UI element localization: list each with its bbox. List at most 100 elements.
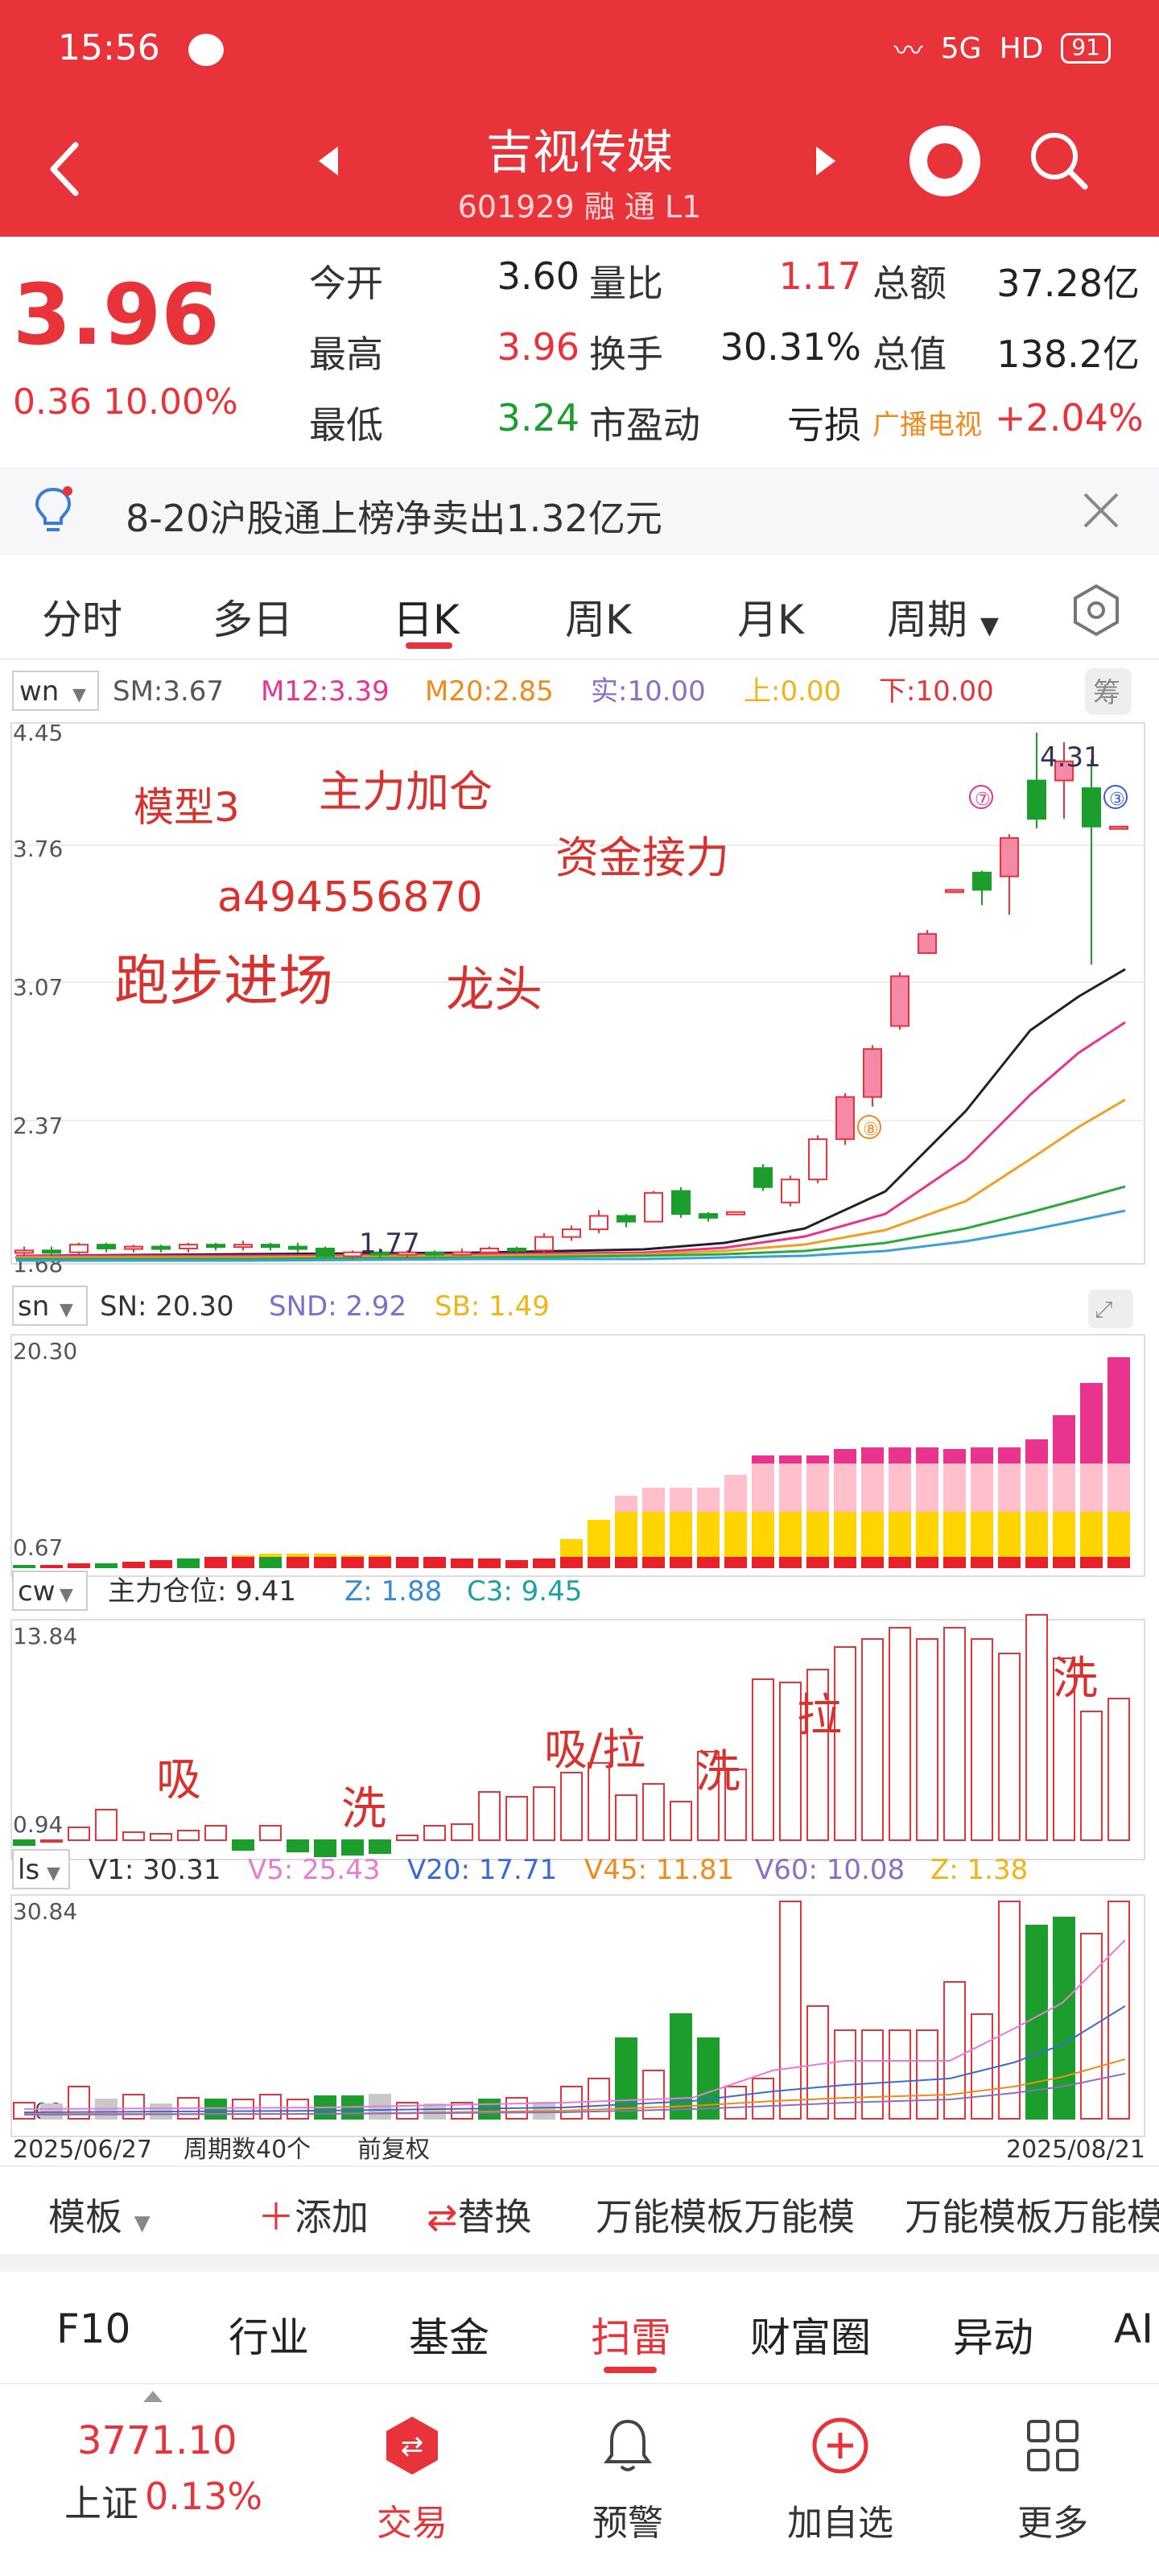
hd-label: HD (999, 31, 1044, 65)
cw-bar (1025, 1614, 1048, 1841)
back-icon[interactable] (43, 137, 92, 201)
volume-bar (889, 2029, 911, 2120)
cw-bar (259, 1825, 282, 1841)
change-value: 0.36 (13, 382, 92, 423)
ls-line-v60 (23, 2073, 1126, 2116)
subnav-fund[interactable]: 基金 (409, 2314, 489, 2361)
add-circle-icon (812, 2417, 868, 2474)
index-name[interactable]: 上证 (64, 2482, 138, 2525)
subnav-f10[interactable]: F10 (56, 2306, 131, 2352)
sn-bar (1080, 1383, 1103, 1463)
tab-period[interactable]: 周期 ▼ (887, 588, 999, 646)
subnav-industry[interactable]: 行业 (229, 2314, 309, 2361)
subnav-risk-scan[interactable]: 扫雷 (591, 2314, 671, 2361)
quote-panel: 3.96 0.36 10.00% 今开 3.60 量比 1.17 总额 37.2… (0, 237, 1159, 462)
settings-hex-icon[interactable] (1067, 581, 1125, 639)
date-end: 2025/08/21 (1006, 2136, 1145, 2164)
cw-bar (478, 1791, 501, 1841)
legend-sb: SB: 1.49 (435, 1290, 550, 1323)
mascot-icon[interactable] (909, 126, 980, 196)
volume-bar (670, 2013, 692, 2120)
sn-panel-frame (10, 1334, 1145, 1577)
sn-bar (642, 1557, 665, 1568)
cw-annotation: 拉 (797, 1690, 842, 1742)
tab-daily-k[interactable]: 日K (393, 597, 460, 643)
replace-icon: ⇄ (427, 2195, 458, 2239)
candle (1027, 779, 1046, 820)
replace-label: 替换 (457, 2195, 532, 2239)
volume-bar (834, 2029, 856, 2120)
cw-bar (122, 1831, 145, 1841)
legend-position: 主力仓位: 9.41 (108, 1575, 296, 1608)
indicator-toolbar: 模板 ▼ ＋添加 ⇄替换 万能模板万能模 万能模板万能模 (0, 2165, 1159, 2254)
tab-intraday[interactable]: 分时 (42, 597, 122, 643)
prev-stock-icon[interactable] (319, 147, 338, 175)
expand-icon (1088, 1290, 1133, 1328)
cw-bar (68, 1827, 90, 1841)
selector-box (12, 1286, 88, 1326)
candle (507, 1247, 526, 1252)
candle (179, 1244, 198, 1249)
news-text[interactable]: 8-20沪股通上榜净卖出1.32亿元 (126, 497, 662, 540)
add-button[interactable]: ＋添加 (258, 2188, 369, 2241)
legend-v45: V45: 11.81 (584, 1854, 734, 1886)
close-icon[interactable] (1077, 486, 1125, 535)
subnav-wealth-circle[interactable]: 财富圈 (750, 2314, 871, 2361)
volume-bar (697, 2037, 720, 2120)
legend-sm: SM:3.67 (113, 675, 224, 708)
cw-bar (998, 1653, 1021, 1841)
replace-button[interactable]: ⇄替换 (427, 2188, 532, 2241)
date-start: 2025/06/27 (13, 2136, 152, 2164)
subnav-ai[interactable]: AI (1114, 2306, 1153, 2352)
candle (726, 1211, 745, 1216)
expand-up-icon[interactable] (143, 2391, 163, 2402)
title-bar: 吉视传媒 601929 融 通 L1 (0, 97, 1159, 237)
sn-bar (752, 1463, 774, 1512)
ls-line-v5 (23, 1939, 1126, 2110)
chevron-down-icon: ▼ (60, 1300, 73, 1320)
sn-bar (232, 1555, 254, 1557)
volume-bar (13, 2102, 35, 2120)
chip-button (1085, 668, 1132, 715)
plus-icon: ＋ (258, 2195, 295, 2239)
y-label: 4.45 (13, 720, 63, 746)
sn-bar (259, 1554, 282, 1557)
sn-bar (998, 1463, 1021, 1512)
tab-weekly-k[interactable]: 周K (565, 597, 632, 643)
sn-bar (752, 1557, 774, 1568)
ls-bars-group (13, 1901, 1130, 2120)
sn-bar (341, 1557, 364, 1568)
bottom-nav: 3771.10 上证 0.13% ⇄ 交易 预警 加自选 更多 (0, 2384, 1159, 2576)
index-value[interactable]: 3771.10 (77, 2418, 237, 2463)
chip-button-label: 筹 (1093, 677, 1120, 709)
news-banner[interactable]: 8-20沪股通上榜净卖出1.32亿元 (0, 467, 1159, 555)
candle (808, 1138, 827, 1181)
candle (1082, 787, 1101, 828)
cw-annotation: 洗 (341, 1783, 386, 1835)
signal-icon: 5G (940, 31, 982, 65)
template-dropdown[interactable]: 模板 ▼ (48, 2188, 151, 2241)
annotation-run-in: 跑步进场 (114, 950, 333, 1013)
tab-multi-day[interactable]: 多日 (212, 597, 293, 643)
candle (124, 1245, 143, 1250)
period-count: 周期数40个 (184, 2136, 311, 2164)
sn-bar (1053, 1512, 1075, 1557)
subnav-unusual[interactable]: 异动 (953, 2314, 1033, 2361)
battery-icon: 91 (1061, 33, 1111, 64)
ma-line-ma6 (16, 1209, 1126, 1262)
volume-bar (588, 2078, 610, 2120)
ls-line-v20 (23, 2005, 1126, 2113)
label-industry[interactable]: 广播电视 (872, 409, 982, 441)
kline-chart[interactable]: wn ▼ SM:3.67 M12:3.39 M20:2.85 实:10.00 上… (0, 660, 1159, 2165)
next-stock-icon[interactable] (816, 147, 835, 175)
cw-annotation: 洗 (1053, 1653, 1098, 1705)
tab-monthly-k[interactable]: 月K (737, 597, 804, 643)
circle-mark-7 (969, 785, 993, 809)
template-tab-1[interactable]: 万能模板万能模 (596, 2195, 855, 2239)
cw-bar (204, 1825, 227, 1841)
y-label: 3.76 (13, 836, 63, 862)
search-icon[interactable] (1027, 129, 1091, 193)
selector-box (12, 1849, 70, 1889)
y-label: 0.67 (13, 1534, 63, 1561)
template-tab-2[interactable]: 万能模板万能模 (905, 2195, 1159, 2239)
